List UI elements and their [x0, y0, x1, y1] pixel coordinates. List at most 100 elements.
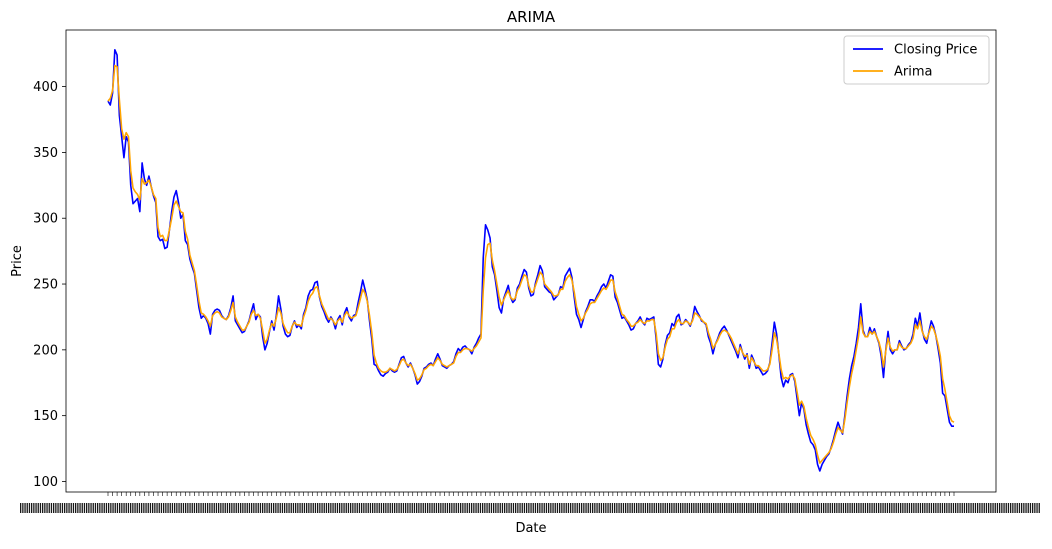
- x-tick-label-glyph: [174, 503, 176, 513]
- x-tick-label-glyph: [306, 503, 308, 513]
- x-tick-label-glyph: [959, 503, 961, 513]
- x-tick-label-glyph: [211, 503, 213, 513]
- x-tick-label-glyph: [988, 503, 990, 513]
- x-tick-label-glyph: [759, 503, 761, 513]
- x-tick-label-glyph: [598, 503, 600, 513]
- x-tick-label-glyph: [952, 503, 955, 513]
- x-tick-label-glyph: [35, 503, 37, 513]
- x-tick-label-glyph: [204, 503, 207, 513]
- x-tick-label-glyph: [400, 503, 402, 513]
- x-tick-label-glyph: [233, 503, 235, 513]
- x-tick-label-glyph: [622, 503, 625, 513]
- x-tick-label-glyph: [941, 503, 944, 513]
- x-tick-label-glyph: [136, 503, 138, 513]
- x-tick-label-glyph: [642, 503, 644, 513]
- legend-label: Arima: [894, 65, 932, 80]
- x-tick-label-glyph: [488, 503, 490, 513]
- x-tick-label-glyph: [374, 503, 376, 513]
- x-tick-label-glyph: [299, 503, 301, 513]
- x-tick-label-glyph: [664, 503, 666, 513]
- x-tick-label-glyph: [431, 503, 433, 513]
- x-tick-label-glyph: [28, 503, 31, 513]
- x-tick-label-glyph: [849, 503, 851, 513]
- x-tick-label-glyph: [303, 503, 306, 513]
- x-tick-label-glyph: [125, 503, 127, 513]
- x-tick-label-glyph: [127, 503, 130, 513]
- x-tick-label-glyph: [99, 503, 101, 513]
- x-tick-label-glyph: [193, 503, 196, 513]
- y-tick-label: 250: [33, 278, 58, 293]
- x-tick-label-glyph: [970, 503, 972, 513]
- x-tick-label-glyph: [226, 503, 229, 513]
- x-tick-label-glyph: [336, 503, 339, 513]
- x-tick-label-glyph: [189, 503, 191, 513]
- x-tick-label-glyph: [585, 503, 587, 513]
- x-tick-label-glyph: [108, 503, 110, 513]
- x-tick-label-glyph: [805, 503, 807, 513]
- x-tick-label-glyph: [266, 503, 268, 513]
- x-tick-label-glyph: [515, 503, 517, 513]
- x-tick-label-glyph: [497, 503, 499, 513]
- x-tick-label-glyph: [310, 503, 312, 513]
- x-tick-label-glyph: [61, 503, 64, 513]
- x-tick-label-glyph: [277, 503, 279, 513]
- x-tick-label-glyph: [915, 503, 917, 513]
- x-tick-label-glyph: [715, 503, 717, 513]
- x-tick-label-glyph: [141, 503, 143, 513]
- x-tick-label-glyph: [801, 503, 803, 513]
- x-tick-label-glyph: [420, 503, 422, 513]
- x-tick-label-glyph: [968, 503, 970, 513]
- x-tick-label-glyph: [1005, 503, 1007, 513]
- x-tick-label-glyph: [20, 503, 22, 513]
- x-tick-label-glyph: [567, 503, 570, 513]
- x-tick-label-glyph: [614, 503, 616, 513]
- x-tick-label-glyph: [484, 503, 486, 513]
- x-tick-label-glyph: [937, 503, 939, 513]
- x-tick-label-glyph: [825, 503, 827, 513]
- x-tick-label-glyph: [904, 503, 906, 513]
- x-tick-label-glyph: [70, 503, 72, 513]
- x-tick-label-glyph: [603, 503, 605, 513]
- x-tick-label-glyph: [550, 503, 552, 513]
- x-tick-label-glyph: [143, 503, 145, 513]
- x-tick-label-glyph: [963, 503, 966, 513]
- x-tick-label-glyph: [1001, 503, 1003, 513]
- x-tick-label-glyph: [358, 503, 361, 513]
- x-tick-label-glyph: [185, 503, 187, 513]
- x-tick-label-glyph: [946, 503, 948, 513]
- x-tick-label-glyph: [739, 503, 741, 513]
- x-tick-label-glyph: [776, 503, 779, 513]
- x-tick-label-glyph: [545, 503, 548, 513]
- x-tick-label-glyph: [763, 503, 765, 513]
- x-tick-label-glyph: [528, 503, 530, 513]
- x-tick-label-glyph: [752, 503, 754, 513]
- x-tick-label-glyph: [873, 503, 875, 513]
- y-tick-label: 100: [33, 475, 58, 490]
- x-tick-label-glyph: [653, 503, 655, 513]
- x-tick-label-glyph: [207, 503, 209, 513]
- x-tick-label-glyph: [460, 503, 462, 513]
- x-tick-label-glyph: [581, 503, 583, 513]
- x-tick-label-glyph: [671, 503, 673, 513]
- x-tick-label-glyph: [209, 503, 211, 513]
- x-tick-label-glyph: [1016, 503, 1018, 513]
- x-tick-label-glyph: [583, 503, 585, 513]
- x-tick-label-glyph: [638, 503, 640, 513]
- x-tick-label-glyph: [413, 503, 416, 513]
- x-tick-label-glyph: [831, 503, 834, 513]
- x-tick-label-glyph: [330, 503, 332, 513]
- x-tick-label-glyph: [394, 503, 396, 513]
- x-tick-label-glyph: [787, 503, 790, 513]
- x-tick-label-glyph: [116, 503, 119, 513]
- x-tick-label-glyph: [1027, 503, 1029, 513]
- x-tick-label-glyph: [440, 503, 442, 513]
- x-tick-label-glyph: [378, 503, 380, 513]
- x-tick-label-glyph: [72, 503, 75, 513]
- x-tick-label-glyph: [779, 503, 781, 513]
- x-tick-label-glyph: [706, 503, 708, 513]
- x-tick-label-glyph: [165, 503, 167, 513]
- x-tick-label-glyph: [158, 503, 160, 513]
- x-tick-label-glyph: [347, 503, 350, 513]
- x-tick-label-glyph: [691, 503, 693, 513]
- x-tick-label-glyph: [198, 503, 200, 513]
